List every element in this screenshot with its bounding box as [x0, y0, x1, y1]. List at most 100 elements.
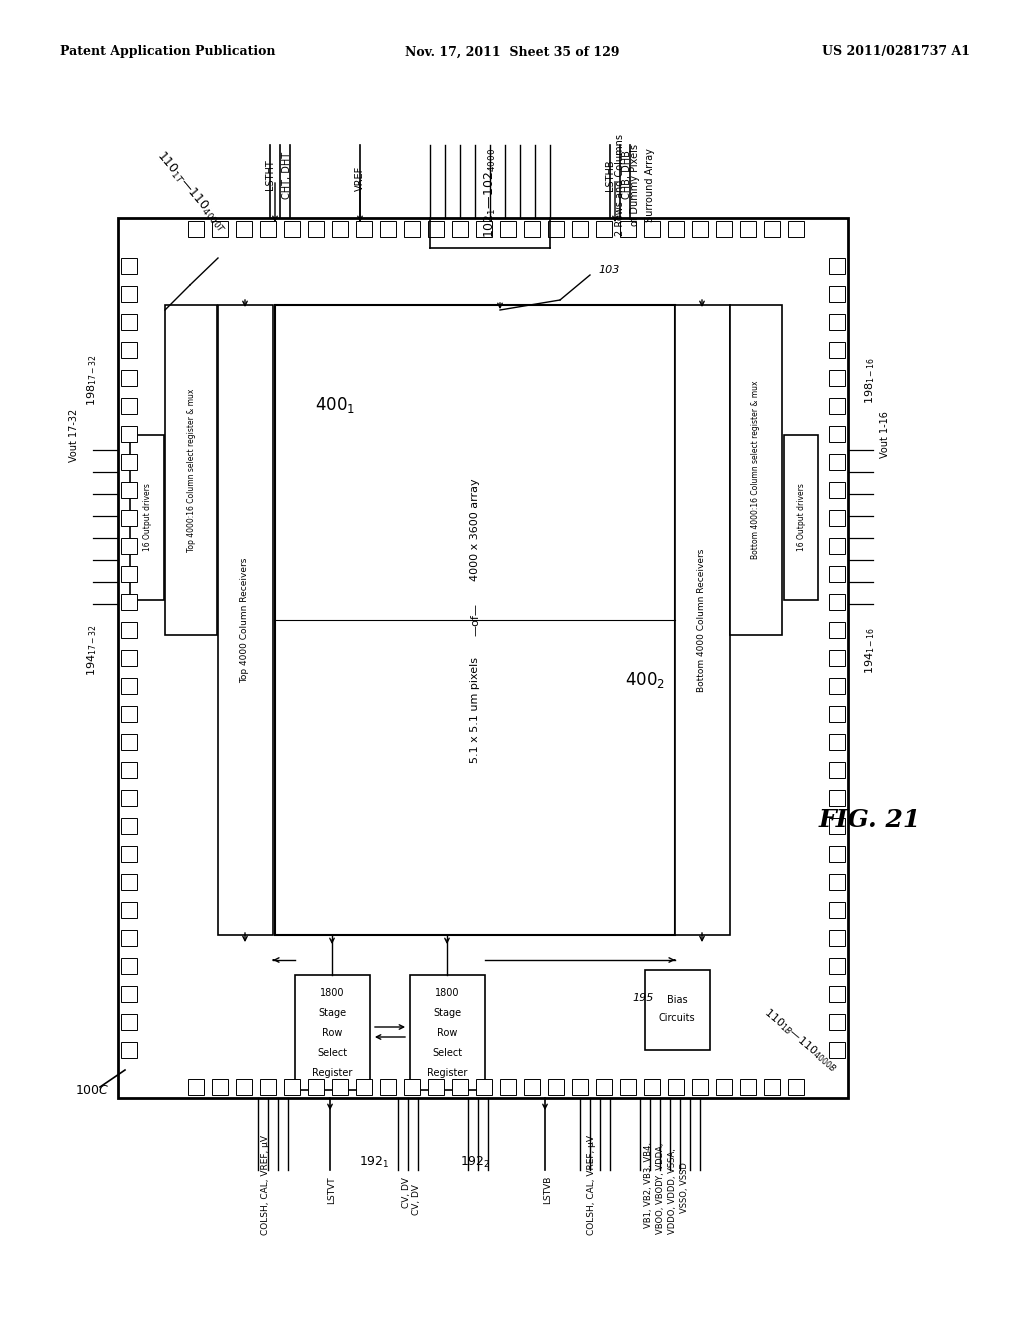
Text: Bottom 4000 Column Receivers: Bottom 4000 Column Receivers [697, 548, 707, 692]
Bar [829, 594, 845, 610]
Bar [212, 220, 228, 238]
Bar [260, 1078, 276, 1096]
Bar [452, 220, 468, 238]
Text: LSTVB: LSTVB [544, 1176, 553, 1204]
Bar [165, 305, 217, 635]
Text: 1800: 1800 [435, 987, 459, 998]
Text: $100C$: $100C$ [75, 1084, 110, 1097]
Bar [121, 622, 137, 638]
Bar [356, 220, 372, 238]
Bar [829, 649, 845, 667]
Bar [548, 220, 564, 238]
Bar [829, 510, 845, 525]
Bar [829, 622, 845, 638]
Text: 4000 x 3600 array: 4000 x 3600 array [470, 479, 480, 581]
Text: Bottom 4000:16 Column select register & mux: Bottom 4000:16 Column select register & … [752, 380, 761, 560]
Bar [829, 257, 845, 275]
Bar [572, 220, 588, 238]
Text: $110_{1T}$—$110_{4000T}$: $110_{1T}$—$110_{4000T}$ [154, 148, 230, 236]
Bar [829, 426, 845, 442]
Bar [121, 342, 137, 358]
Bar [121, 566, 137, 582]
Bar [188, 1078, 204, 1096]
Bar [121, 1041, 137, 1059]
Text: Bias: Bias [667, 995, 687, 1005]
Text: FIG. 21: FIG. 21 [819, 808, 922, 832]
Text: CV, DV: CV, DV [412, 1184, 421, 1216]
Bar [668, 220, 684, 238]
Text: Row: Row [437, 1028, 457, 1038]
Text: $192_2$: $192_2$ [460, 1155, 490, 1170]
Bar [121, 734, 137, 750]
Bar [121, 510, 137, 525]
Bar [121, 1014, 137, 1030]
Text: 16 Output drivers: 16 Output drivers [797, 483, 806, 550]
Bar [524, 1078, 540, 1096]
Text: of Dummy Pixels: of Dummy Pixels [630, 144, 640, 226]
Bar [829, 566, 845, 582]
Bar [829, 678, 845, 694]
Text: 2 Rows and Columns: 2 Rows and Columns [615, 135, 625, 236]
Bar [829, 846, 845, 862]
Bar [716, 1078, 732, 1096]
Text: $400_2$: $400_2$ [625, 671, 665, 690]
Bar [308, 220, 324, 238]
Bar [500, 1078, 516, 1096]
Text: US 2011/0281737 A1: US 2011/0281737 A1 [822, 45, 970, 58]
Bar [121, 370, 137, 385]
Text: Top 4000:16 Column select register & mux: Top 4000:16 Column select register & mux [186, 388, 196, 552]
Bar [829, 314, 845, 330]
Bar [829, 286, 845, 302]
Bar [740, 220, 756, 238]
Bar [295, 975, 370, 1090]
Text: Top 4000 Column Receivers: Top 4000 Column Receivers [241, 557, 250, 682]
Text: 103: 103 [598, 265, 620, 275]
Text: 16 Output drivers: 16 Output drivers [142, 483, 152, 550]
Text: VSSO, VSSD: VSSO, VSSD [680, 1163, 688, 1213]
Bar [404, 1078, 420, 1096]
Bar [284, 1078, 300, 1096]
Bar [275, 305, 675, 935]
Bar [788, 1078, 804, 1096]
Text: $194_{1-16}$: $194_{1-16}$ [863, 627, 877, 673]
Text: $194_{17-32}$: $194_{17-32}$ [85, 624, 99, 676]
Text: $110_{1B}$—$110_{4000B}$: $110_{1B}$—$110_{4000B}$ [761, 1006, 840, 1074]
Bar [212, 1078, 228, 1096]
Text: —of—: —of— [470, 603, 480, 636]
Text: Row: Row [322, 1028, 342, 1038]
Bar [596, 1078, 612, 1096]
Bar [829, 902, 845, 917]
Bar [121, 986, 137, 1002]
Bar [668, 1078, 684, 1096]
Bar [428, 220, 444, 238]
Bar [524, 220, 540, 238]
Bar [476, 1078, 492, 1096]
Text: CV, DV: CV, DV [401, 1177, 411, 1208]
Bar [121, 257, 137, 275]
Text: 1800: 1800 [319, 987, 344, 998]
Bar [692, 220, 708, 238]
Bar [644, 220, 660, 238]
Bar [332, 220, 348, 238]
Text: Circuits: Circuits [658, 1012, 695, 1023]
Bar [829, 454, 845, 470]
Text: Patent Application Publication: Patent Application Publication [60, 45, 275, 58]
Bar [829, 539, 845, 554]
Bar [829, 874, 845, 890]
Bar [829, 482, 845, 498]
Bar [121, 539, 137, 554]
Bar [356, 1078, 372, 1096]
Bar [829, 958, 845, 974]
Text: Nov. 17, 2011  Sheet 35 of 129: Nov. 17, 2011 Sheet 35 of 129 [404, 45, 620, 58]
Bar [829, 986, 845, 1002]
Bar [572, 1078, 588, 1096]
Bar [829, 342, 845, 358]
Bar [121, 286, 137, 302]
Text: $198_{17-32}$: $198_{17-32}$ [85, 354, 99, 407]
Bar [675, 305, 730, 935]
Bar [121, 762, 137, 777]
Bar [130, 436, 164, 601]
Bar [500, 220, 516, 238]
Bar [121, 399, 137, 414]
Text: 5.1 x 5.1 um pixels: 5.1 x 5.1 um pixels [470, 657, 480, 763]
